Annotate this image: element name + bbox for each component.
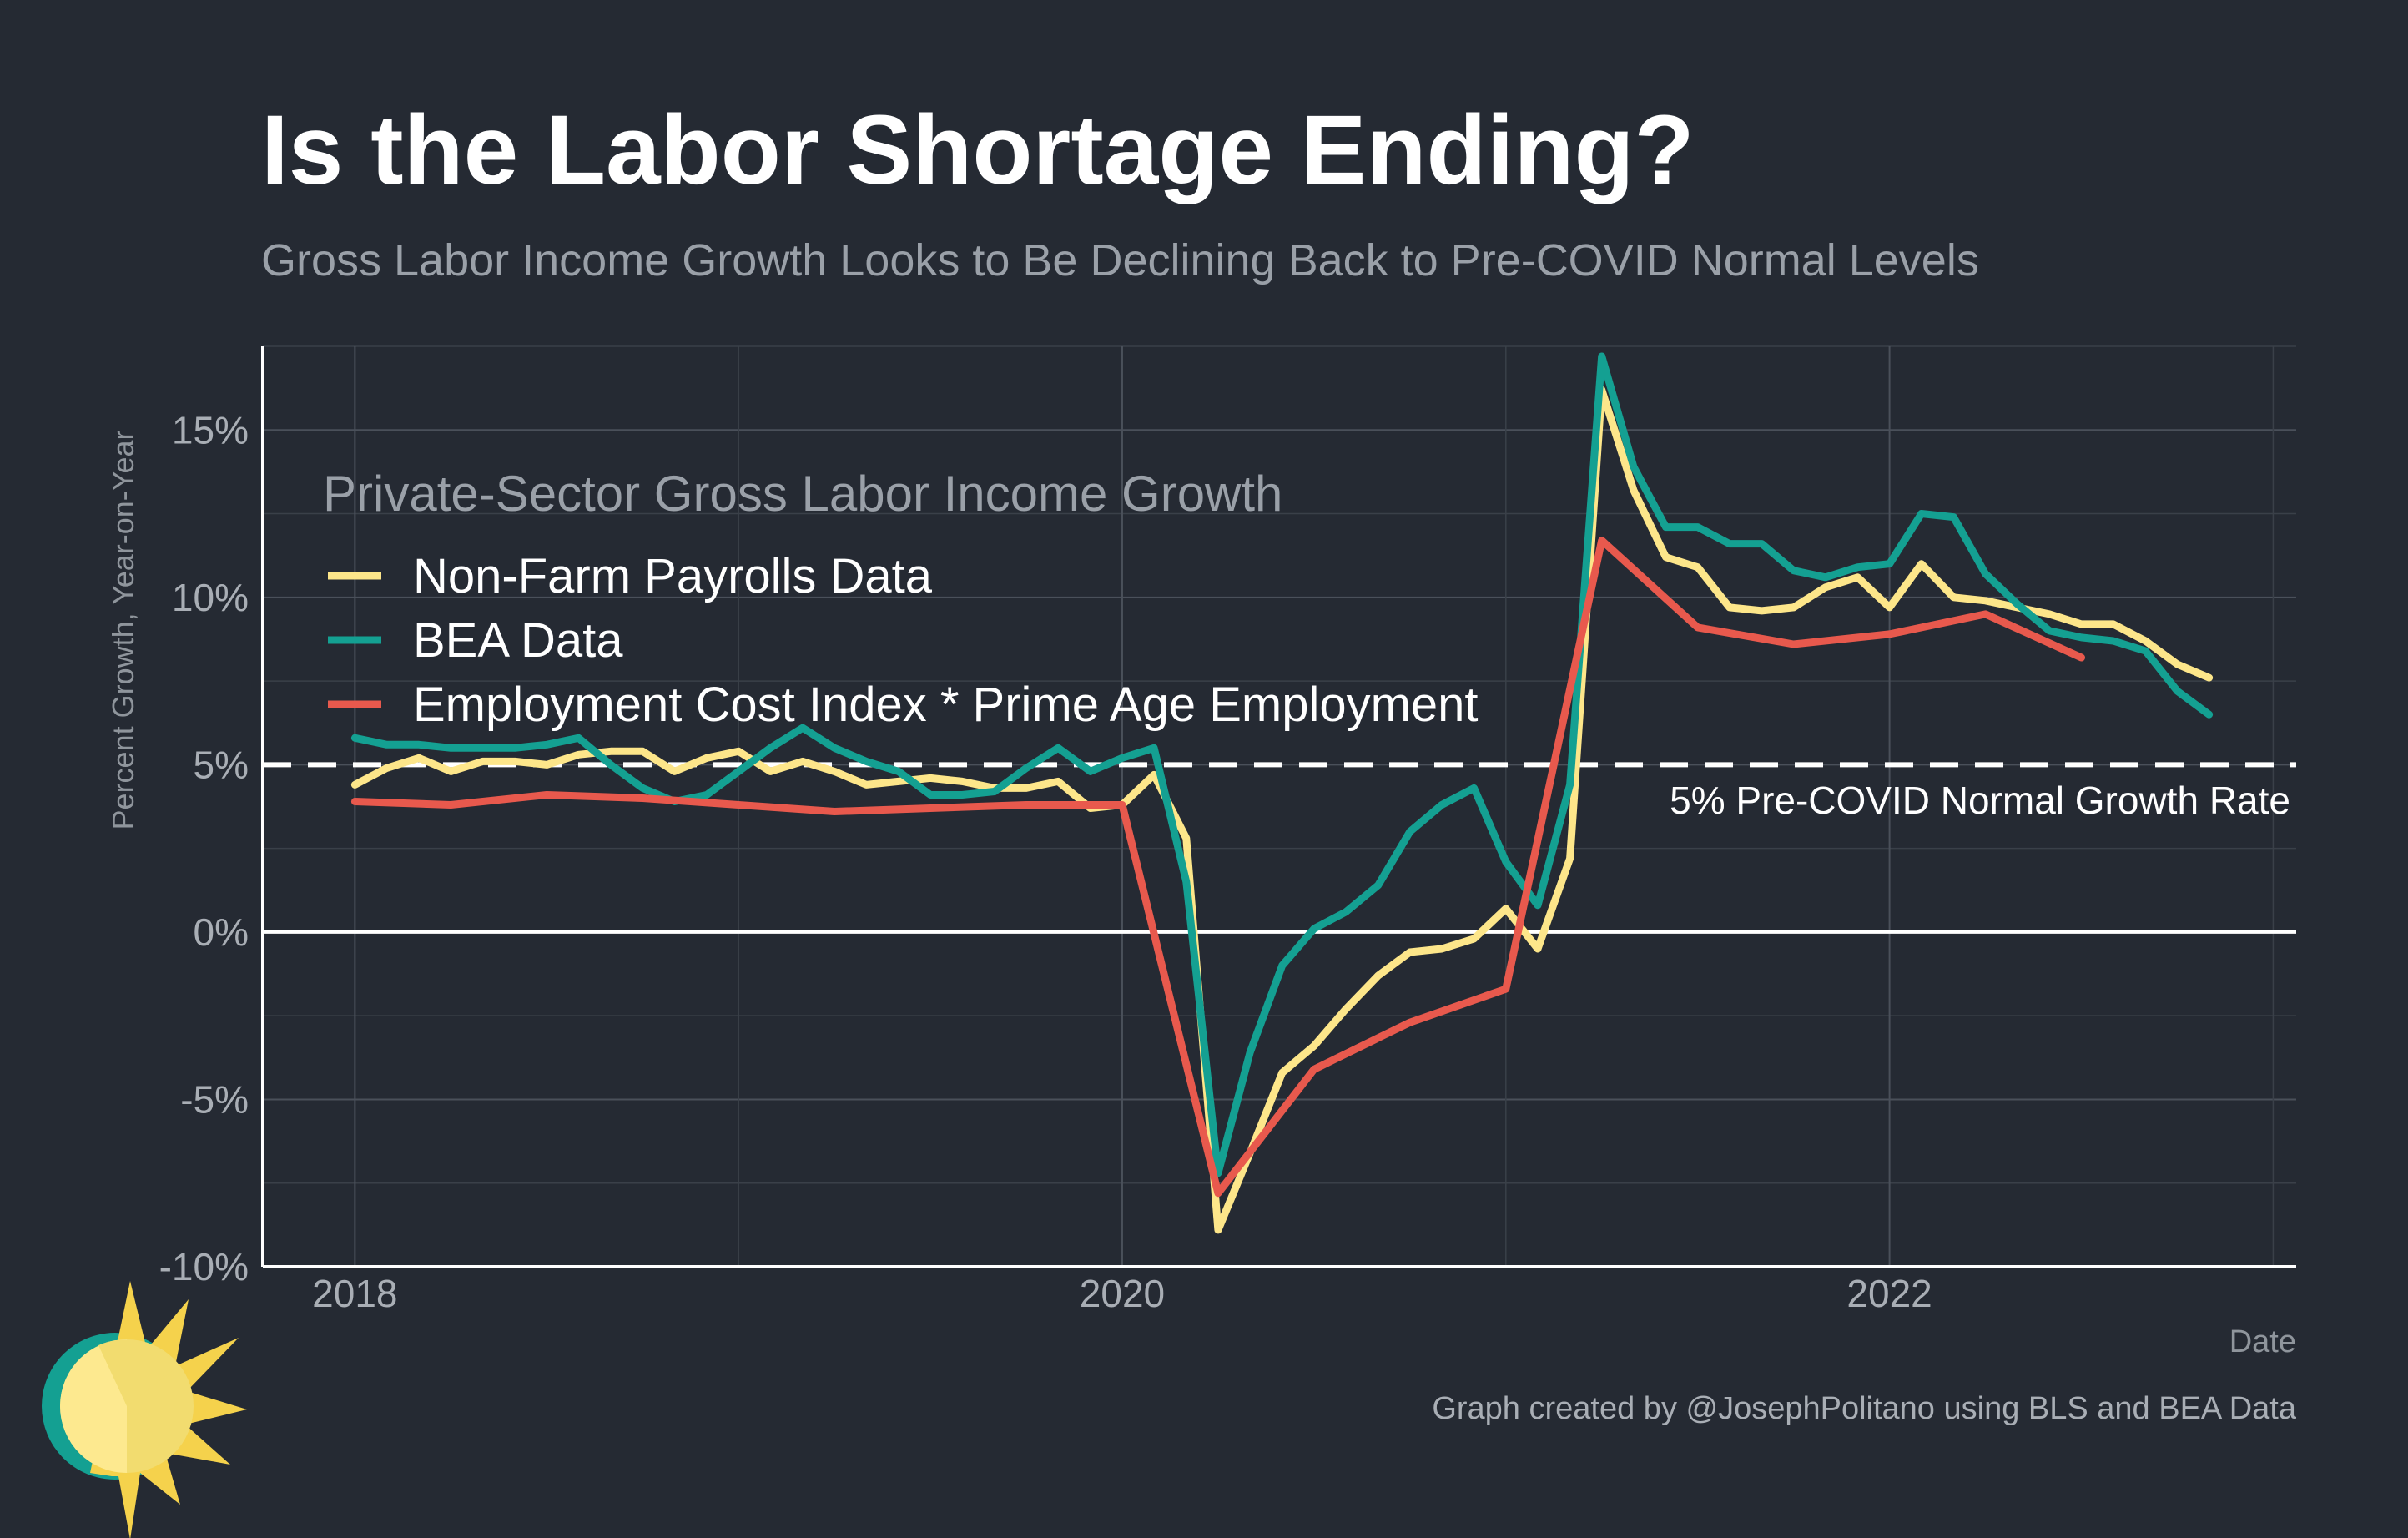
y-tick-label: -10%	[159, 1245, 249, 1288]
y-tick-labels: -10% -5% 0% 5% 10% 15%	[159, 408, 249, 1288]
y-tick-label: 10%	[172, 576, 249, 619]
y-tick-label: 15%	[172, 408, 249, 451]
legend: Private-Sector Gross Labor Income Growth…	[323, 466, 1479, 732]
legend-title: Private-Sector Gross Labor Income Growth	[323, 466, 1282, 522]
chart-title: Is the Labor Shortage Ending?	[261, 95, 1695, 205]
legend-label-2: Employment Cost Index * Prime Age Employ…	[413, 678, 1479, 732]
x-axis-title: Date	[2229, 1324, 2296, 1359]
reference-lines	[263, 762, 2296, 934]
series-lines	[350, 352, 2214, 1234]
legend-label-1: BEA Data	[413, 613, 623, 668]
chart-caption: Graph created by @JosephPolitano using B…	[1432, 1391, 2297, 1426]
x-tick-label: 2018	[312, 1272, 397, 1315]
x-tick-labels: 2018 2020 2022	[312, 1272, 1932, 1315]
y-tick-label: 0%	[194, 910, 249, 954]
reference-line-label: 5% Pre-COVID Normal Growth Rate	[1670, 779, 2290, 822]
y-tick-label: 5%	[194, 743, 249, 786]
legend-label-0: Non-Farm Payrolls Data	[413, 549, 933, 603]
y-axis-title: Percent Growth, Year-on-Year	[106, 431, 140, 830]
series-line-2	[350, 537, 2085, 1198]
chart-subtitle: Gross Labor Income Growth Looks to Be De…	[261, 235, 1979, 285]
sun-logo-icon	[42, 1281, 247, 1538]
series-line-0	[350, 386, 2214, 1234]
axes	[261, 346, 2296, 1268]
x-tick-label: 2020	[1080, 1272, 1165, 1315]
x-tick-label: 2022	[1846, 1272, 1932, 1315]
y-tick-label: -5%	[180, 1077, 249, 1121]
